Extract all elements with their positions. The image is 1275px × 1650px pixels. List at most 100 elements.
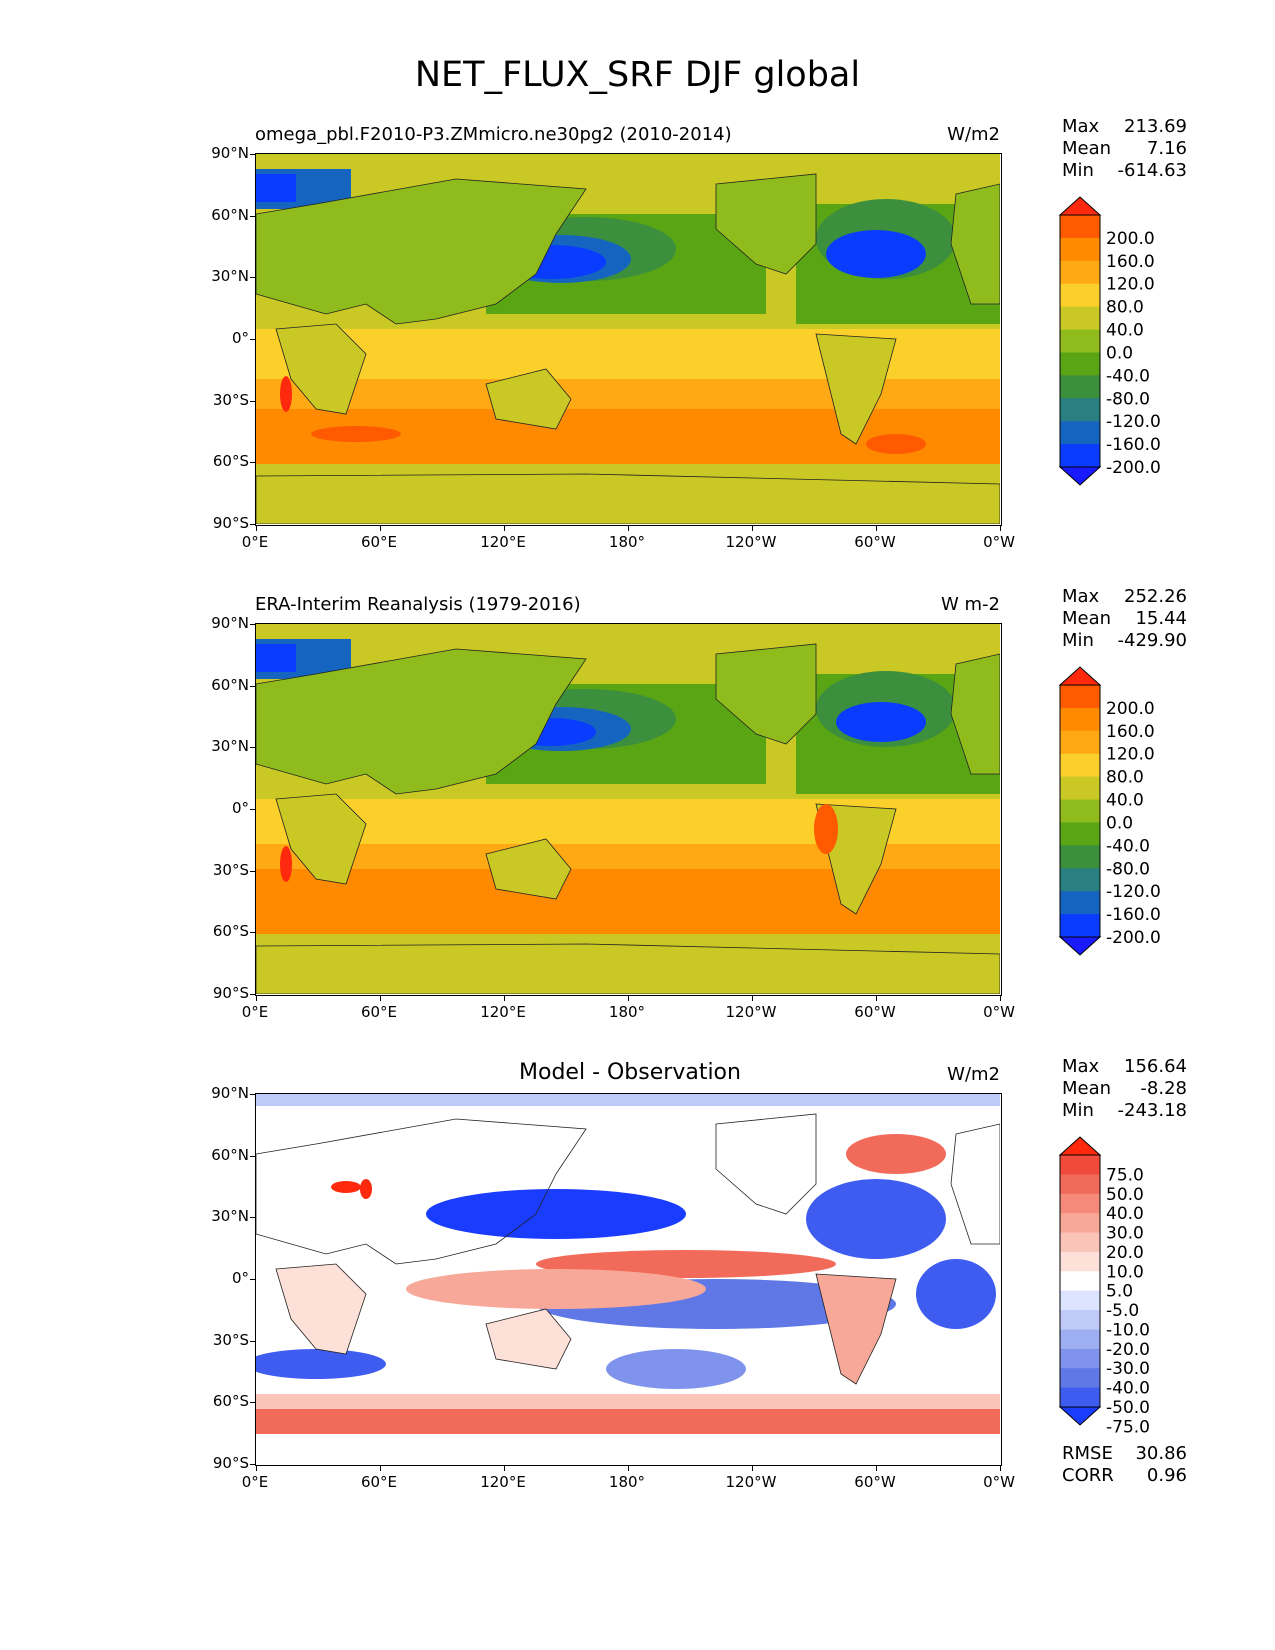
colorbar-tick-label: 75.0 [1106, 1165, 1144, 1185]
lat-tick-mark [250, 1402, 255, 1404]
colorbar-tick-label: -40.0 [1106, 836, 1150, 856]
map-model [255, 153, 1002, 526]
colorbar-segment [1060, 730, 1100, 755]
colorbar-diff: 75.050.040.030.020.010.05.0-5.0-10.0-20.… [1058, 1136, 1150, 1435]
stat-mean: Mean 7.16 [1062, 138, 1187, 159]
lat-tick-mark [250, 154, 255, 155]
colorbar-extend-min [1058, 466, 1102, 486]
colorbar-segment [1060, 1329, 1100, 1350]
stat-corr: CORR 0.96 [1062, 1465, 1187, 1486]
lon-tick-label: 60°E [360, 1003, 398, 1021]
lon-tick-label: 120°E [480, 533, 526, 551]
lon-tick-mark [380, 996, 381, 1001]
colorbar-segment [1060, 753, 1100, 778]
lon-tick-label: 0°W [983, 1473, 1015, 1491]
lon-tick-mark [628, 996, 629, 1001]
panel-title-obs: ERA-Interim Reanalysis (1979-2016) [255, 594, 581, 615]
lat-tick-mark [250, 685, 255, 687]
colorbar-extend-min [1058, 1406, 1102, 1426]
colorbar-segment [1060, 421, 1100, 445]
lat-tick-mark [250, 624, 255, 625]
lon-tick-label: 120°E [480, 1003, 526, 1021]
lon-tick-label: 180° [608, 533, 646, 551]
colorbar-segment [1060, 685, 1100, 709]
lon-tick-mark [1000, 1466, 1001, 1471]
stat-max: Max 156.64 [1062, 1056, 1187, 1077]
lat-tick-label: 90°N [211, 144, 249, 162]
lon-tick-mark [256, 526, 257, 531]
lon-tick-mark [876, 526, 877, 531]
panel-title-diff: Model - Observation [519, 1060, 741, 1085]
lat-tick-label: 60°S [212, 452, 249, 471]
lon-tick-mark [1000, 996, 1001, 1001]
colorbar-tick-label: 40.0 [1106, 321, 1144, 341]
map-obs [255, 623, 1002, 996]
lat-tick-mark [250, 462, 255, 464]
colorbar-segment [1060, 260, 1100, 285]
lat-tick-label: 30°N [211, 1207, 249, 1226]
colorbar-segment [1060, 306, 1100, 331]
colorbar-outline [1059, 1154, 1101, 1408]
map-obs-field [256, 624, 1001, 995]
colorbar-outline [1059, 684, 1101, 938]
lat-tick-label: 30°S [212, 860, 249, 879]
colorbar-segment [1060, 1213, 1100, 1234]
lon-tick-mark [380, 1466, 381, 1471]
map-diff [255, 1093, 1002, 1466]
lat-tick-mark [250, 994, 255, 995]
colorbar-segment [1060, 1387, 1100, 1408]
map-diff-field [256, 1094, 1001, 1464]
colorbar-segment [1060, 776, 1100, 801]
lon-tick-label: 0°W [983, 533, 1015, 551]
lat-tick-mark [250, 870, 255, 872]
colorbar-tick-label: -50.0 [1106, 1398, 1150, 1418]
lat-tick-mark [250, 400, 255, 402]
colorbar-segment [1060, 1290, 1100, 1311]
colorbar-tick-label: -160.0 [1106, 905, 1161, 925]
lat-tick-label: 90°S [212, 514, 249, 532]
colorbar-segment [1060, 398, 1100, 422]
colorbar-segment [1060, 375, 1100, 399]
lon-tick-label: 120°W [725, 1473, 777, 1491]
lat-tick-label: 60°N [211, 675, 249, 694]
colorbar-segment [1060, 237, 1100, 262]
panel-units-obs: W m-2 [940, 594, 1000, 615]
lat-tick-mark [250, 1464, 255, 1465]
colorbar-tick-label: 200.0 [1106, 699, 1155, 719]
stat-mean: Mean -8.28 [1062, 1078, 1187, 1099]
colorbar-segment [1060, 444, 1100, 468]
colorbar-tick-label: 40.0 [1106, 791, 1144, 811]
colorbar-segment [1060, 329, 1100, 353]
colorbar-segment [1060, 215, 1100, 239]
lat-tick-mark [250, 339, 255, 340]
lon-tick-mark [876, 1466, 877, 1471]
lat-tick-label: 30°S [212, 1330, 249, 1349]
colorbar-tick-label: 0.0 [1106, 343, 1133, 363]
stat-mean: Mean 15.44 [1062, 608, 1187, 629]
lon-tick-label: 60°E [360, 1473, 398, 1491]
lat-tick-mark [250, 1155, 255, 1157]
colorbar-segment [1060, 845, 1100, 869]
lon-tick-mark [1000, 526, 1001, 531]
colorbar-extend-max [1058, 666, 1102, 686]
lat-tick-label: 30°N [211, 267, 249, 286]
stats-diff: Max 156.64 Mean -8.28 Min -243.18 [1062, 1056, 1187, 1122]
colorbar-tick-label: -200.0 [1106, 458, 1161, 478]
colorbar-segment [1060, 1155, 1100, 1175]
stat-min: Min -243.18 [1062, 1100, 1187, 1121]
panel-units-diff: W/m2 [947, 1064, 1000, 1085]
colorbar-segment [1060, 1310, 1100, 1330]
stats-obs: Max 252.26 Mean 15.44 Min -429.90 [1062, 586, 1187, 652]
lat-tick-label: 0° [231, 799, 249, 817]
colorbar-tick-label: -80.0 [1106, 859, 1150, 879]
lon-tick-label: 180° [608, 1473, 646, 1491]
colorbar-tick-label: -75.0 [1106, 1417, 1150, 1435]
lon-tick-mark [752, 526, 753, 531]
stats-diff-extra: RMSE 30.86 CORR 0.96 [1062, 1443, 1187, 1487]
lat-tick-label: 0° [231, 1269, 249, 1287]
colorbar-extend-max [1058, 1136, 1102, 1156]
colorbar-segment [1060, 1174, 1100, 1195]
lon-tick-label: 180° [608, 1003, 646, 1021]
lat-tick-label: 60°N [211, 1145, 249, 1164]
colorbar-segment [1060, 891, 1100, 915]
